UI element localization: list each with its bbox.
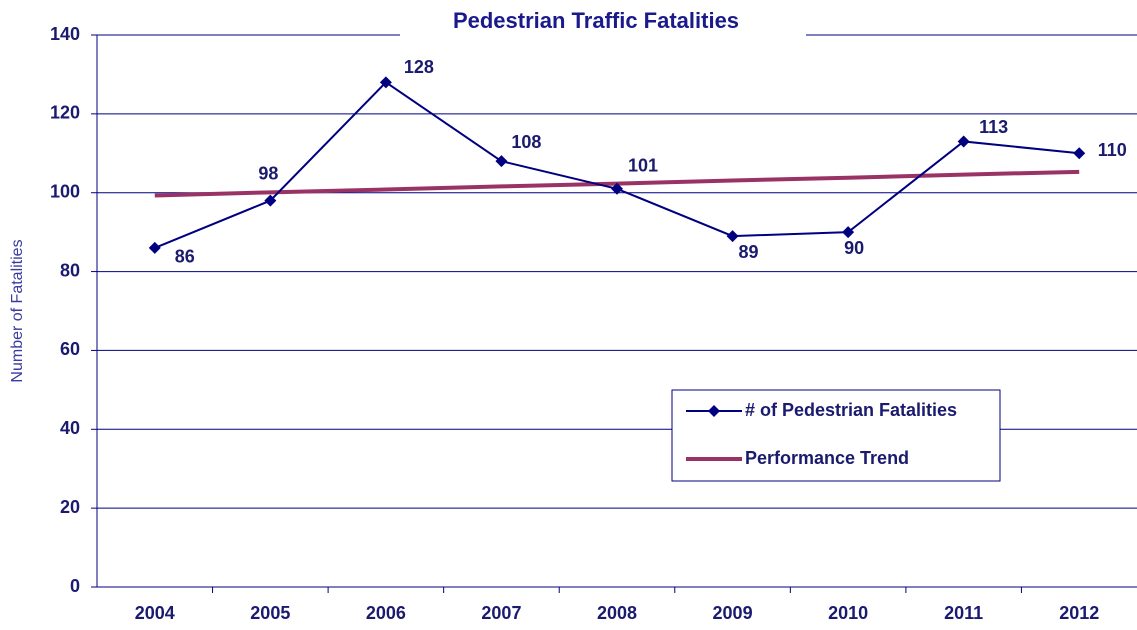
data-label: 89 — [739, 242, 759, 262]
y-tick-label: 100 — [50, 181, 80, 201]
y-tick-label: 60 — [60, 339, 80, 359]
legend-label: # of Pedestrian Fatalities — [745, 400, 957, 420]
y-axis-label: Number of Fatalities — [9, 239, 26, 382]
data-label: 86 — [175, 247, 195, 267]
data-point — [1073, 147, 1086, 160]
x-tick-label: 2005 — [250, 603, 290, 623]
x-tick-label: 2009 — [713, 603, 753, 623]
legend-marker — [708, 405, 720, 417]
y-tick-label: 80 — [60, 260, 80, 280]
data-label: 98 — [258, 163, 278, 183]
y-tick-label: 140 — [50, 24, 80, 44]
data-point — [611, 182, 623, 195]
data-label: 128 — [404, 57, 434, 77]
data-point — [957, 135, 970, 148]
x-tick-label: 2010 — [828, 603, 868, 623]
x-tick-label: 2006 — [366, 603, 406, 623]
title-background — [400, 8, 806, 40]
data-label: 101 — [628, 156, 658, 176]
y-tick-label: 20 — [60, 497, 80, 517]
data-point — [379, 76, 392, 89]
legend: # of Pedestrian Fatalities Performance Tr… — [686, 400, 957, 468]
legend-label: Performance Trend — [745, 448, 909, 468]
legend-box — [671, 389, 1001, 482]
chart-title: Pedestrian Traffic Fatalities — [453, 8, 739, 33]
data-point — [842, 226, 855, 239]
x-tick-label: 2008 — [597, 603, 637, 623]
x-tick-label: 2011 — [944, 603, 983, 623]
plot-area: 0 20 40 60 80 100 120 140 2004 2005 2006 2007 2008 20… — [50, 24, 1137, 623]
data-label: 90 — [844, 238, 864, 258]
data-label: 108 — [511, 132, 541, 152]
y-tick-label: 0 — [70, 576, 80, 596]
x-tick-label: 2004 — [135, 603, 175, 623]
x-tick-label: 2012 — [1059, 603, 1099, 623]
data-point — [726, 230, 739, 243]
data-label: 113 — [979, 117, 1008, 137]
data-point — [148, 241, 161, 254]
data-label: 110 — [1098, 140, 1127, 160]
data-point — [495, 155, 508, 168]
data-point — [264, 194, 277, 207]
x-tick-label: 2007 — [481, 603, 521, 623]
y-tick-label: 40 — [60, 418, 80, 438]
y-tick-label: 120 — [50, 103, 80, 123]
